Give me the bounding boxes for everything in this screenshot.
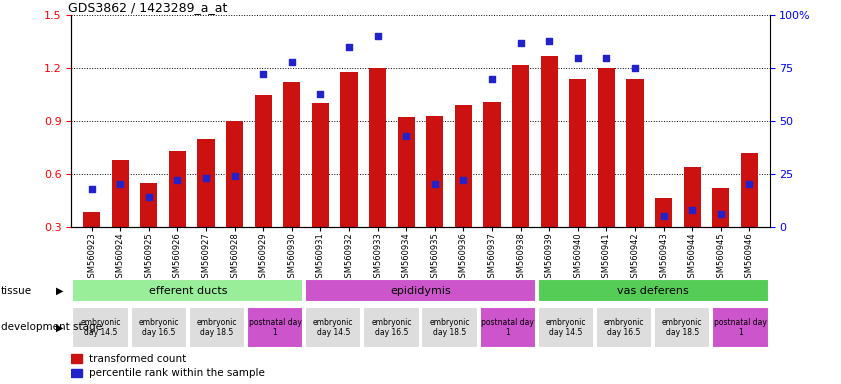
Point xyxy=(199,175,213,181)
Bar xyxy=(140,182,157,227)
Bar xyxy=(255,94,272,227)
Text: embryonic
day 16.5: embryonic day 16.5 xyxy=(604,318,644,337)
Bar xyxy=(598,68,615,227)
Bar xyxy=(712,307,769,348)
Point xyxy=(171,177,184,183)
Text: embryonic
day 14.5: embryonic day 14.5 xyxy=(313,318,353,337)
Point xyxy=(85,185,98,192)
Bar xyxy=(684,167,701,227)
Bar xyxy=(71,369,82,377)
Bar xyxy=(305,280,536,302)
Point xyxy=(399,133,413,139)
Bar xyxy=(421,307,478,348)
Text: postnatal day
1: postnatal day 1 xyxy=(249,318,302,337)
Point xyxy=(743,181,756,187)
Bar xyxy=(426,116,443,227)
Bar xyxy=(112,160,129,227)
Point xyxy=(542,38,556,44)
Bar xyxy=(627,79,643,227)
Point xyxy=(142,194,156,200)
Bar xyxy=(479,307,536,348)
Bar xyxy=(341,72,357,227)
Text: efferent ducts: efferent ducts xyxy=(149,286,227,296)
Text: percentile rank within the sample: percentile rank within the sample xyxy=(89,368,265,378)
Bar xyxy=(654,307,711,348)
Text: embryonic
day 16.5: embryonic day 16.5 xyxy=(139,318,179,337)
Text: embryonic
day 14.5: embryonic day 14.5 xyxy=(546,318,586,337)
Text: embryonic
day 14.5: embryonic day 14.5 xyxy=(81,318,121,337)
Point xyxy=(514,40,527,46)
Bar xyxy=(169,151,186,227)
Text: tissue: tissue xyxy=(1,286,32,296)
Text: development stage: development stage xyxy=(1,322,102,333)
Bar xyxy=(712,188,729,227)
Bar xyxy=(369,68,386,227)
Bar xyxy=(363,307,420,348)
Point xyxy=(685,207,699,213)
Point xyxy=(257,71,270,78)
Point xyxy=(285,59,299,65)
Point xyxy=(457,177,470,183)
Bar xyxy=(484,102,500,227)
Bar xyxy=(72,280,304,302)
Point xyxy=(571,55,584,61)
Point xyxy=(314,91,327,97)
Point xyxy=(714,211,727,217)
Text: postnatal day
1: postnatal day 1 xyxy=(481,318,534,337)
Bar xyxy=(198,139,214,227)
Text: ▶: ▶ xyxy=(56,286,64,296)
Bar xyxy=(741,152,758,227)
Bar xyxy=(569,79,586,227)
Text: embryonic
day 18.5: embryonic day 18.5 xyxy=(197,318,237,337)
Bar xyxy=(537,280,769,302)
Text: epididymis: epididymis xyxy=(390,286,451,296)
Text: transformed count: transformed count xyxy=(89,354,186,364)
Bar xyxy=(655,199,672,227)
Point xyxy=(628,65,642,71)
Bar xyxy=(312,103,329,227)
Bar xyxy=(305,307,362,348)
Text: embryonic
day 18.5: embryonic day 18.5 xyxy=(430,318,470,337)
Point xyxy=(657,213,670,219)
Point xyxy=(428,181,442,187)
Bar xyxy=(541,56,558,227)
Text: postnatal day
1: postnatal day 1 xyxy=(714,318,767,337)
Bar xyxy=(72,307,129,348)
Point xyxy=(371,33,384,40)
Point xyxy=(342,44,356,50)
Bar xyxy=(283,82,300,227)
Bar xyxy=(71,354,82,363)
Point xyxy=(600,55,613,61)
Bar xyxy=(512,65,529,227)
Text: embryonic
day 18.5: embryonic day 18.5 xyxy=(662,318,702,337)
Bar xyxy=(455,105,472,227)
Bar xyxy=(226,121,243,227)
Bar xyxy=(83,212,100,227)
Bar xyxy=(398,118,415,227)
Text: embryonic
day 16.5: embryonic day 16.5 xyxy=(371,318,411,337)
Bar xyxy=(188,307,245,348)
Text: ▶: ▶ xyxy=(56,322,64,333)
Point xyxy=(228,173,241,179)
Bar xyxy=(596,307,653,348)
Bar xyxy=(130,307,187,348)
Bar xyxy=(537,307,594,348)
Bar xyxy=(247,307,304,348)
Point xyxy=(485,76,499,82)
Text: vas deferens: vas deferens xyxy=(617,286,689,296)
Point xyxy=(114,181,127,187)
Text: GDS3862 / 1423289_a_at: GDS3862 / 1423289_a_at xyxy=(68,1,227,14)
